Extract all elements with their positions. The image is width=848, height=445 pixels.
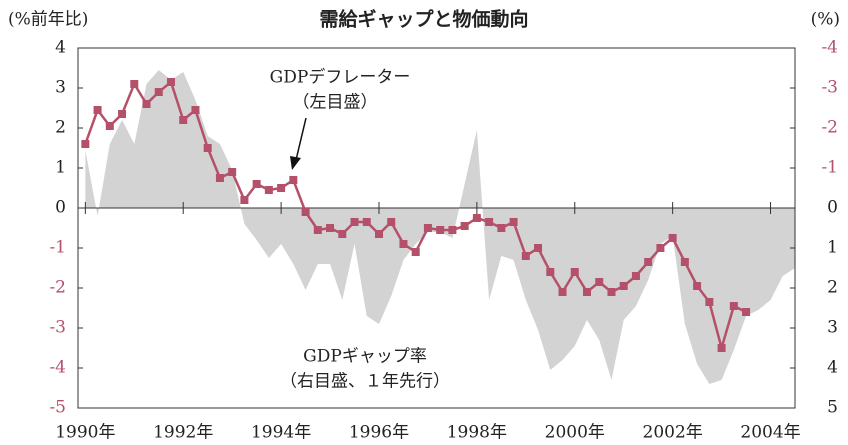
marker bbox=[668, 234, 677, 242]
y2-tick-label: -2 bbox=[821, 118, 838, 138]
y2-tick-label: 4 bbox=[827, 358, 838, 378]
marker bbox=[546, 268, 555, 276]
marker bbox=[118, 110, 127, 118]
chart-title: 需給ギャップと物価動向 bbox=[319, 8, 528, 31]
annotation: （右目盛、１年先行） bbox=[280, 372, 450, 392]
marker bbox=[252, 180, 261, 188]
y2-tick-label: 1 bbox=[827, 238, 838, 258]
marker bbox=[166, 78, 175, 86]
marker bbox=[313, 226, 322, 234]
marker bbox=[338, 230, 347, 238]
marker bbox=[644, 258, 653, 266]
marker bbox=[619, 282, 628, 290]
marker bbox=[215, 174, 224, 182]
x-tick-label: 1998年 bbox=[447, 423, 507, 443]
marker bbox=[93, 106, 102, 114]
y-tick-label: 2 bbox=[55, 118, 66, 138]
marker bbox=[631, 272, 640, 280]
plot-frame bbox=[77, 47, 796, 409]
marker bbox=[534, 244, 543, 252]
marker bbox=[582, 288, 591, 296]
marker bbox=[680, 258, 689, 266]
y-tick-label: 4 bbox=[55, 38, 66, 58]
marker bbox=[607, 288, 616, 296]
arrow-head bbox=[290, 156, 301, 170]
y-tick-label: 3 bbox=[55, 78, 66, 98]
marker bbox=[411, 248, 420, 256]
marker bbox=[656, 244, 665, 252]
plot: 4 3 2 1 0 -1 -2 -3 -4 -5 -4 -3 -2 -1 0 1 2 3 4 5 1990年 1992年 1… bbox=[49, 38, 838, 443]
marker bbox=[387, 218, 396, 226]
marker bbox=[742, 308, 751, 316]
marker bbox=[228, 168, 237, 176]
y-tick-label: 0 bbox=[55, 198, 66, 218]
marker bbox=[326, 224, 335, 232]
marker bbox=[264, 186, 273, 194]
y2-tick-label: 3 bbox=[827, 318, 838, 338]
marker bbox=[154, 88, 163, 96]
marker bbox=[81, 140, 90, 148]
y-tick-label: -1 bbox=[49, 238, 66, 258]
y2-tick-label: 0 bbox=[827, 198, 838, 218]
arrow bbox=[295, 117, 307, 161]
x-tick-label: 1990年 bbox=[55, 423, 115, 443]
marker bbox=[350, 218, 359, 226]
annotation: GDPデフレーター bbox=[270, 67, 411, 88]
marker bbox=[399, 240, 408, 248]
marker bbox=[240, 196, 249, 204]
marker bbox=[191, 106, 200, 114]
y-axis-label: (%前年比) bbox=[8, 10, 88, 30]
x-tick-label: 2000年 bbox=[545, 423, 605, 443]
x-tick-label: 1996年 bbox=[349, 423, 409, 443]
marker bbox=[142, 100, 151, 108]
marker bbox=[729, 302, 738, 310]
marker bbox=[277, 184, 286, 192]
y-tick-label: -5 bbox=[49, 398, 66, 418]
marker bbox=[705, 298, 714, 306]
marker bbox=[521, 252, 530, 260]
marker bbox=[436, 226, 445, 234]
y-tick-label: -4 bbox=[49, 358, 66, 378]
marker bbox=[472, 214, 481, 222]
marker bbox=[374, 230, 383, 238]
x-tick-label: 2002年 bbox=[643, 423, 703, 443]
marker bbox=[423, 224, 432, 232]
marker bbox=[301, 208, 310, 216]
marker bbox=[362, 218, 371, 226]
marker bbox=[105, 122, 114, 130]
marker bbox=[509, 218, 518, 226]
annotation: GDPギャップ率 bbox=[303, 347, 427, 367]
marker bbox=[485, 218, 494, 226]
y2-tick-label: 5 bbox=[827, 398, 838, 418]
y2-tick-label: -4 bbox=[821, 38, 838, 58]
y2-tick-label: -3 bbox=[821, 78, 838, 98]
marker bbox=[460, 222, 469, 230]
marker bbox=[497, 224, 506, 232]
marker bbox=[570, 268, 579, 276]
y-tick-label: -3 bbox=[49, 318, 66, 338]
annotation: （左目盛） bbox=[293, 93, 378, 113]
marker bbox=[693, 282, 702, 290]
marker bbox=[289, 176, 298, 184]
y2-tick-label: 2 bbox=[827, 278, 838, 298]
x-tick-label: 2004年 bbox=[740, 423, 800, 443]
y2-axis-label: (%) bbox=[811, 10, 840, 30]
x-tick-label: 1994年 bbox=[251, 423, 311, 443]
x-tick-label: 1992年 bbox=[153, 423, 213, 443]
y-tick-label: -2 bbox=[49, 278, 66, 298]
marker bbox=[448, 226, 457, 234]
marker bbox=[203, 144, 212, 152]
y2-tick-label: -1 bbox=[821, 158, 838, 178]
marker bbox=[595, 278, 604, 286]
marker bbox=[130, 80, 139, 88]
marker bbox=[717, 344, 726, 352]
marker bbox=[179, 116, 188, 124]
marker bbox=[558, 288, 567, 296]
y-tick-label: 1 bbox=[55, 158, 66, 178]
